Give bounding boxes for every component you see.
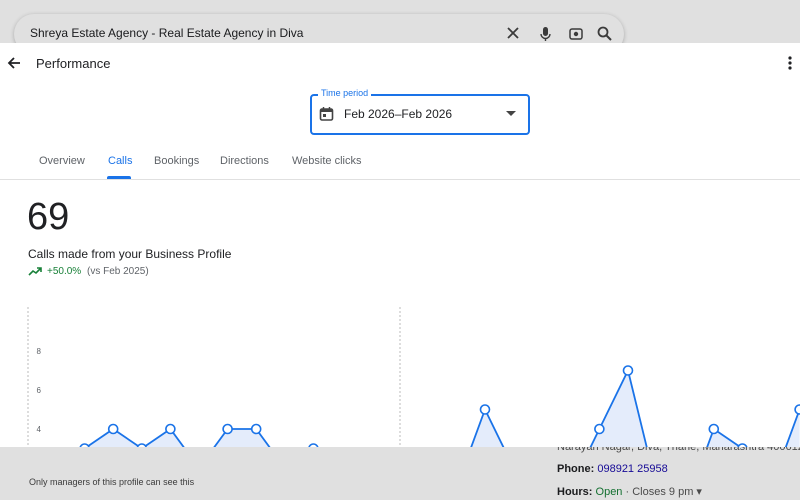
dialog-title: Performance — [36, 56, 111, 71]
tab[interactable]: Overview — [39, 155, 85, 167]
phone-label: Phone: — [557, 463, 595, 475]
manager-note: Only managers of this profile can see th… — [29, 477, 195, 487]
line — [85, 367, 800, 447]
active-tab-indicator — [107, 176, 131, 179]
scrim-bottom — [0, 447, 800, 500]
point — [165, 423, 176, 435]
phone[interactable]: 098921 25958 — [597, 463, 668, 475]
point — [107, 423, 119, 435]
point — [594, 423, 605, 435]
phone-row: Phone: 098921 25958 — [557, 463, 668, 475]
scrim-top — [0, 0, 800, 43]
y-tick-label: 8 — [37, 347, 42, 356]
search-query: Shreya Estate Agency - Real Estate Agenc… — [30, 26, 304, 40]
search-icons — [507, 26, 612, 41]
tab[interactable]: Directions — [220, 155, 269, 167]
hours-status: Open — [595, 486, 623, 498]
tab[interactable]: Calls — [108, 155, 133, 167]
back-button[interactable] — [6, 55, 22, 71]
metric-change-row: +50.0% (vs Feb 2025) — [47, 266, 149, 277]
point — [794, 404, 800, 415]
metric-comparison: (vs Feb 2025) — [86, 266, 149, 277]
point — [250, 423, 262, 435]
tab[interactable]: Bookings — [154, 155, 200, 167]
trend-icon — [28, 267, 42, 276]
dropdown-arrow — [506, 111, 516, 116]
point — [479, 404, 491, 415]
hours-row: Hours: Open · Closes 9 pm ▾ — [557, 486, 702, 498]
point — [708, 423, 720, 435]
point — [79, 443, 90, 447]
metric-label: Calls made from your Business Profile — [28, 247, 232, 261]
hours-detail: · Closes 9 pm — [625, 486, 694, 498]
performance-dialog: Performance Time period Feb 2026–Feb 202… — [0, 43, 800, 447]
point — [308, 443, 319, 447]
point — [222, 423, 233, 435]
time-period-value: Feb 2026–Feb 2026 — [344, 107, 453, 121]
time-period-label: Time period — [318, 88, 372, 98]
hours-label: Hours: — [557, 486, 593, 498]
point — [737, 443, 748, 447]
time-period-select[interactable] — [310, 94, 530, 135]
tab-divider — [0, 179, 800, 180]
tab[interactable]: Website clicks — [292, 155, 362, 167]
y-tick-label: 6 — [37, 386, 42, 395]
point — [622, 365, 634, 376]
more-menu[interactable] — [786, 55, 794, 71]
y-tick-label: 4 — [37, 425, 42, 434]
metric-change: +50.0% — [47, 266, 82, 277]
area — [86, 370, 800, 447]
calendar-icon — [319, 107, 334, 121]
metric-value: 69 — [27, 196, 70, 238]
point — [136, 443, 147, 447]
